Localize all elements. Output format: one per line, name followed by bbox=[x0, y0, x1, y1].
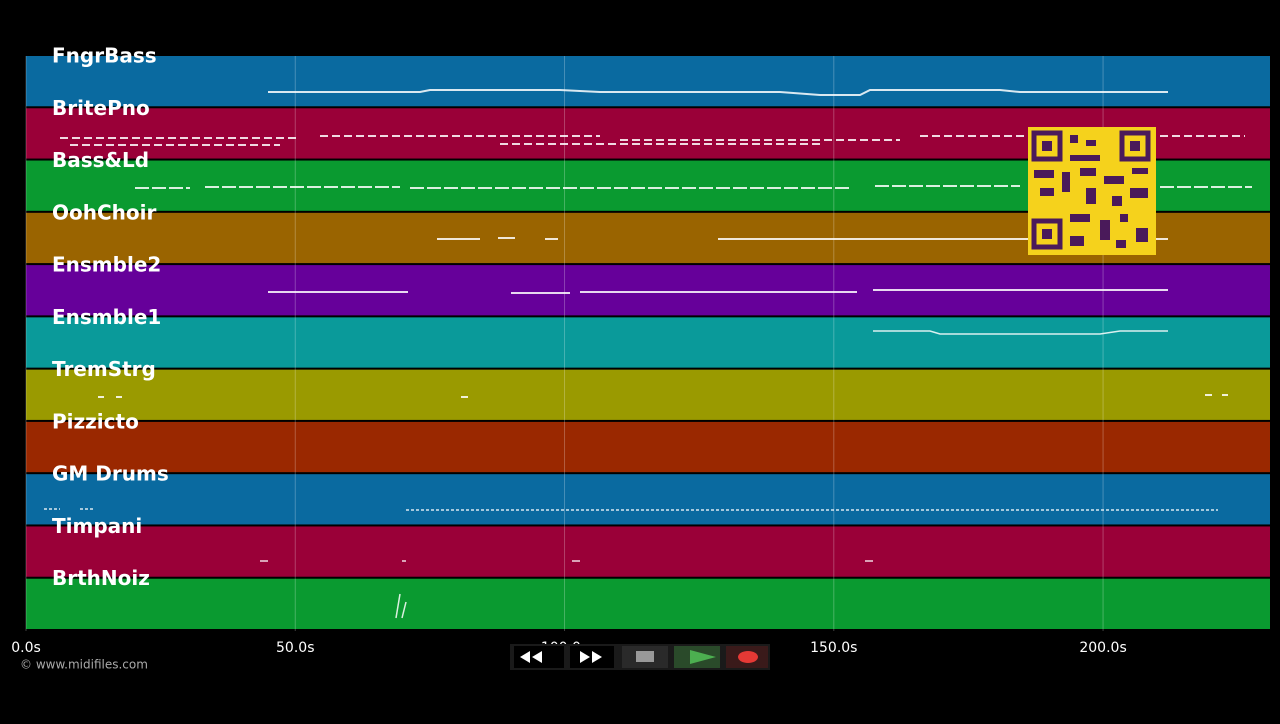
track-name: Bass&Ld bbox=[52, 148, 149, 172]
track-band bbox=[26, 369, 1270, 420]
track-name: GM Drums bbox=[52, 462, 169, 486]
track-name: FngrBass bbox=[52, 44, 157, 68]
time-tick-label: 200.0s bbox=[1079, 640, 1126, 656]
note-line bbox=[135, 185, 1252, 189]
note-line bbox=[44, 508, 1218, 511]
track-band bbox=[26, 474, 1270, 525]
track-name: Timpani bbox=[52, 514, 142, 538]
track-name: TremStrg bbox=[52, 357, 156, 381]
track-name: BrthNoiz bbox=[52, 566, 150, 590]
track-band bbox=[26, 578, 1270, 629]
track-band bbox=[26, 421, 1270, 473]
time-tick-label: 0.0s bbox=[11, 640, 41, 656]
note-line bbox=[98, 394, 1228, 398]
track-band bbox=[26, 56, 1270, 107]
note-line bbox=[268, 89, 1168, 96]
copyright: © www.midifiles.com bbox=[20, 658, 148, 672]
track-name: Pizzicto bbox=[52, 409, 139, 433]
transport-controls bbox=[510, 644, 770, 670]
time-tick-label: 150.0s bbox=[810, 640, 857, 656]
track-name: Ensmble2 bbox=[52, 253, 161, 277]
note-line bbox=[437, 237, 1168, 240]
note-line bbox=[395, 593, 407, 619]
track-band bbox=[26, 526, 1270, 577]
note-line bbox=[268, 289, 1168, 294]
track-name: OohChoir bbox=[52, 200, 156, 224]
track-name: Ensmble1 bbox=[52, 305, 161, 329]
track-name: BritePno bbox=[52, 96, 150, 120]
track-band bbox=[26, 317, 1270, 368]
qr-code bbox=[1028, 127, 1156, 255]
time-tick-label: 50.0s bbox=[276, 640, 314, 656]
note-line bbox=[873, 330, 1168, 335]
